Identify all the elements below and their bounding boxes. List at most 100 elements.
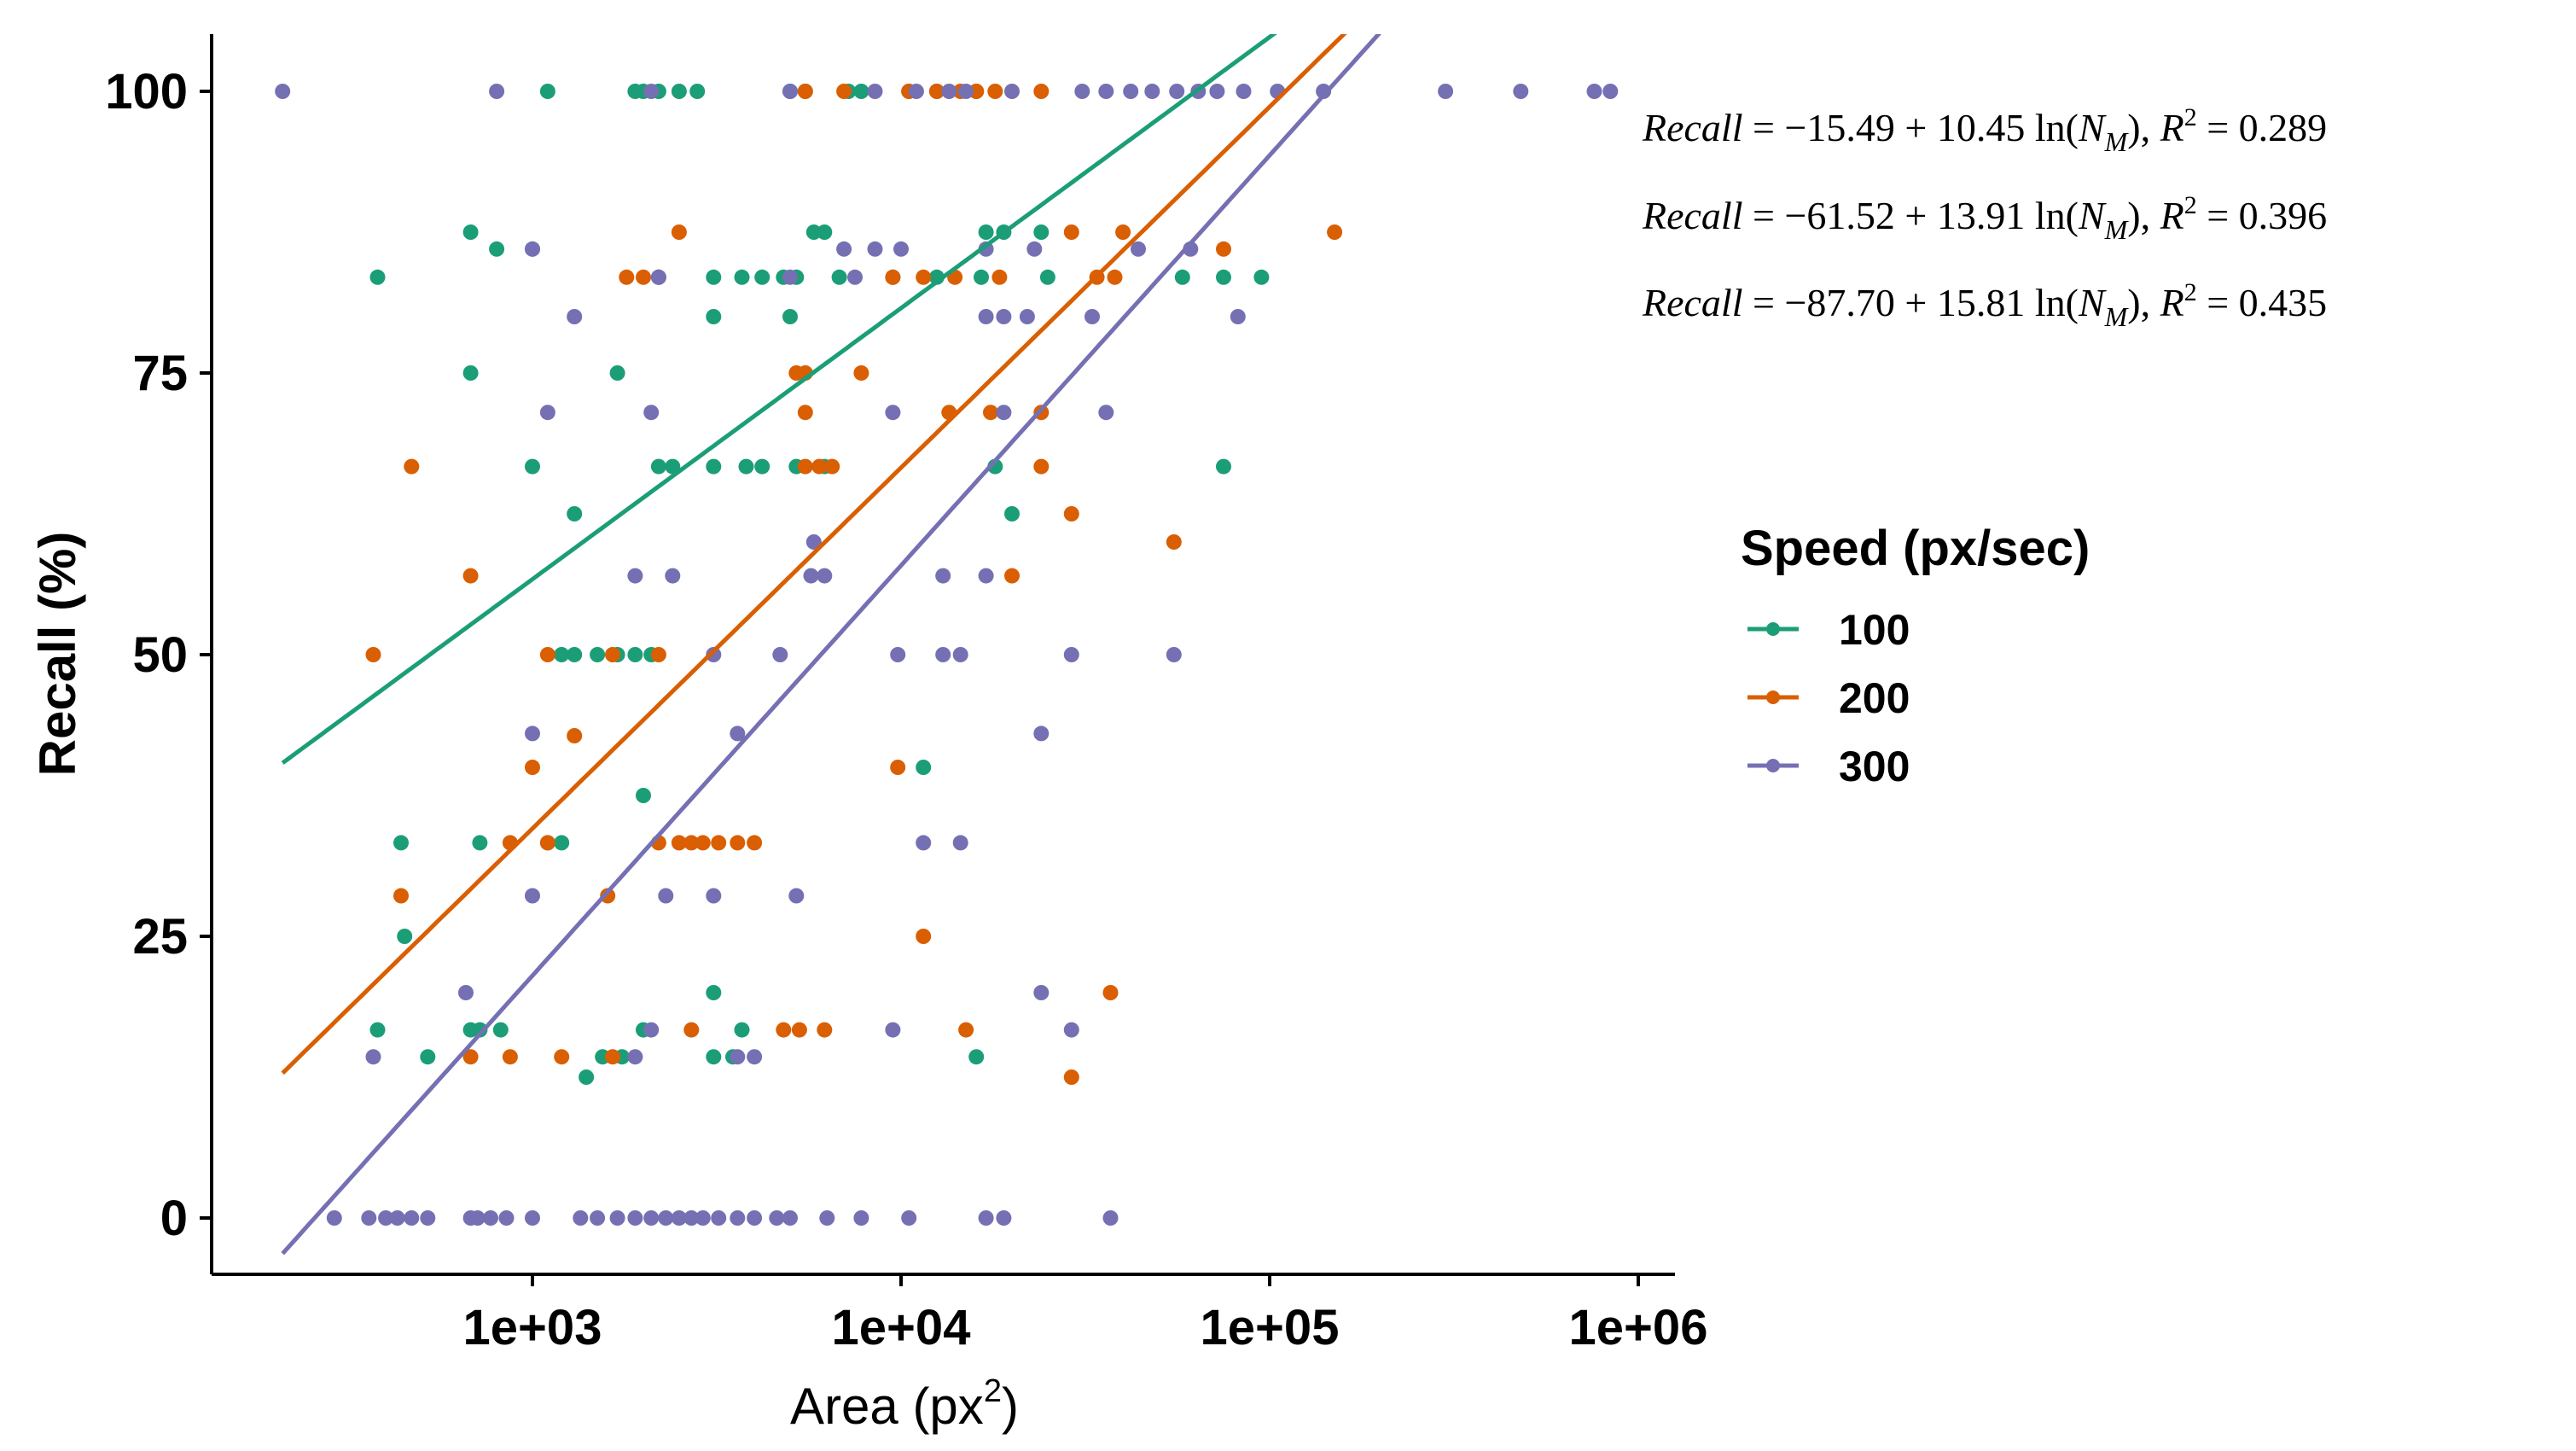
point-200 [525, 760, 540, 775]
eq-200-label: Recall [1642, 194, 1743, 237]
equation-300: Recall = −87.70 + 15.81 ln(NM), R2 = 0.4… [1642, 278, 2327, 332]
point-200 [958, 1022, 974, 1038]
point-300 [747, 1210, 763, 1226]
point-200 [1063, 506, 1079, 522]
point-200 [539, 835, 555, 851]
point-100 [782, 309, 798, 324]
point-300 [1513, 84, 1529, 99]
point-100 [369, 269, 386, 285]
point-200 [983, 405, 998, 421]
point-200 [987, 84, 1003, 99]
x-axis-title-main: Area (px [790, 1378, 984, 1435]
eq-200-r2-sup: 2 [2184, 191, 2197, 219]
point-300 [935, 647, 951, 662]
point-200 [1166, 534, 1182, 550]
point-200 [730, 835, 746, 851]
point-300 [817, 568, 833, 584]
point-300 [1098, 405, 1114, 421]
point-200 [650, 647, 666, 662]
eq-100-r2-sup: 2 [2184, 103, 2197, 131]
y-tick-label: 75 [132, 346, 188, 401]
point-300 [952, 647, 968, 662]
point-300 [893, 241, 909, 257]
point-300 [469, 1210, 486, 1226]
point-300 [1586, 84, 1602, 99]
point-300 [665, 568, 681, 584]
point-300 [978, 309, 994, 324]
point-300 [671, 1210, 687, 1226]
point-300 [404, 1210, 420, 1226]
point-100 [1216, 269, 1231, 285]
point-300 [769, 1210, 785, 1226]
point-100 [665, 458, 681, 475]
point-200 [1327, 224, 1343, 240]
legend-label-300: 300 [1839, 743, 1910, 790]
point-300 [1102, 1210, 1119, 1226]
point-300 [890, 647, 906, 662]
point-300 [525, 1210, 540, 1226]
point-300 [1019, 309, 1035, 324]
point-200 [1107, 269, 1123, 285]
y-tick-label: 25 [132, 909, 188, 964]
point-100 [420, 1049, 436, 1065]
eq-100-tail: ), [2127, 106, 2160, 149]
point-300 [627, 1210, 643, 1226]
point-300 [1316, 84, 1332, 99]
equation-100: Recall = −15.49 + 10.45 ln(NM), R2 = 0.2… [1642, 103, 2327, 157]
point-200 [671, 224, 687, 240]
point-100 [1033, 224, 1050, 240]
fit-line-300 [281, 34, 1382, 1256]
eq-100-sub: M [2104, 126, 2130, 157]
point-300 [361, 1210, 377, 1226]
point-300 [573, 1210, 589, 1226]
point-100 [706, 309, 722, 324]
point-200 [836, 84, 852, 99]
eq-100-label: Recall [1642, 106, 1743, 149]
point-300 [1209, 84, 1225, 99]
point-200 [600, 888, 616, 904]
legend: Speed (px/sec) 100 200 300 [1741, 521, 2090, 790]
point-300 [1033, 985, 1050, 1000]
point-100 [525, 458, 540, 475]
point-100 [734, 1022, 750, 1038]
point-300 [1098, 84, 1114, 99]
point-100 [817, 224, 833, 240]
point-100 [554, 835, 570, 851]
legend-label-100: 100 [1839, 606, 1910, 654]
y-tick-label: 0 [160, 1191, 188, 1246]
point-100 [754, 458, 770, 475]
point-200 [916, 929, 932, 944]
point-300 [730, 1210, 746, 1226]
point-300 [643, 405, 660, 421]
point-300 [658, 888, 674, 904]
point-300 [782, 269, 798, 285]
point-100 [554, 647, 570, 662]
eq-300-label: Recall [1642, 281, 1743, 324]
point-200 [776, 1022, 792, 1038]
point-300 [885, 405, 901, 421]
point-200 [1063, 1069, 1079, 1085]
point-200 [991, 269, 1008, 285]
eq-200-var: N [2078, 194, 2107, 237]
point-100 [539, 84, 555, 99]
point-300 [941, 84, 957, 99]
point-300 [847, 269, 863, 285]
point-200 [462, 568, 479, 584]
point-100 [397, 929, 413, 944]
point-200 [916, 269, 932, 285]
point-200 [605, 1049, 620, 1065]
point-200 [797, 84, 813, 99]
eq-200-body: = −61.52 + 13.91 ln( [1743, 194, 2079, 237]
point-300 [658, 1210, 674, 1226]
point-100 [579, 1069, 595, 1085]
point-300 [916, 835, 932, 851]
point-300 [420, 1210, 436, 1226]
point-300 [609, 1210, 625, 1226]
point-300 [695, 1210, 711, 1226]
point-100 [1216, 458, 1231, 475]
point-200 [554, 1049, 570, 1065]
points-layer [275, 84, 1619, 1226]
point-300 [853, 1210, 869, 1226]
point-100 [609, 365, 625, 381]
point-100 [472, 1022, 488, 1038]
